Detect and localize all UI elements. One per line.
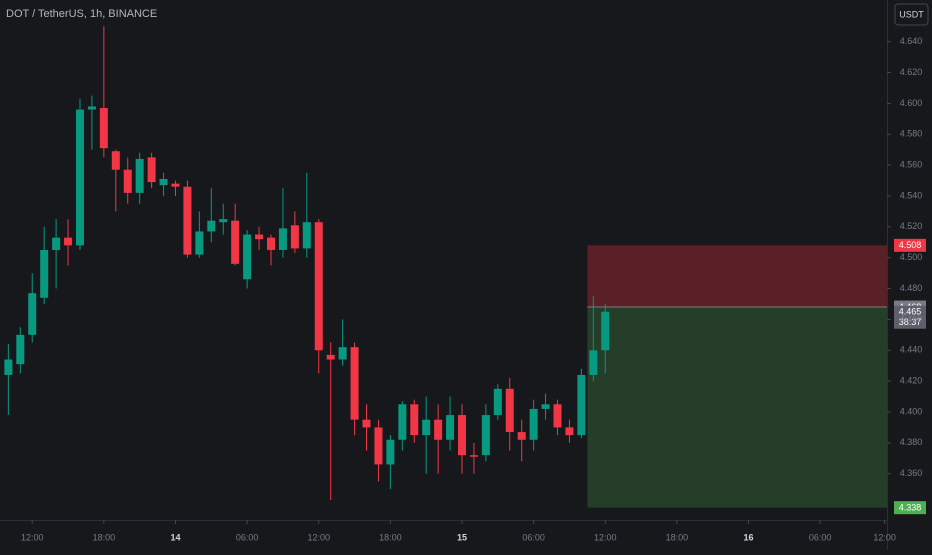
target-zone <box>587 307 887 508</box>
y-tick-label: 4.480 <box>900 283 923 293</box>
candle-body <box>458 415 467 456</box>
candle-body <box>481 415 490 456</box>
x-tick-label: 12:00 <box>873 532 896 542</box>
candle-body <box>99 108 108 149</box>
candle-body <box>469 455 478 457</box>
y-tick-label: 4.640 <box>900 36 923 46</box>
candle-body <box>28 293 37 335</box>
stop-zone <box>587 245 887 308</box>
candle-body <box>183 186 192 255</box>
x-tick-label: 12:00 <box>21 532 44 542</box>
candle-body <box>147 157 156 183</box>
y-tick-label: 4.520 <box>900 221 923 231</box>
candle-body <box>135 158 144 193</box>
candle-body <box>326 354 335 360</box>
candle-body <box>52 237 61 250</box>
symbol-title: DOT / TetherUS, 1h, BINANCE <box>6 8 157 20</box>
candle-body <box>243 234 252 280</box>
x-tick-label: 15 <box>457 532 467 542</box>
currency-button[interactable] <box>894 3 929 26</box>
candle-body <box>207 220 216 232</box>
x-tick-label: 14 <box>170 532 180 542</box>
x-tick-label: 18:00 <box>666 532 689 542</box>
candle-body <box>4 359 13 375</box>
candle-body <box>87 106 96 110</box>
currency-label[interactable]: USDT <box>899 9 924 19</box>
y-tick-label: 4.400 <box>900 406 923 416</box>
candle-body <box>422 419 431 436</box>
x-tick-label: 06:00 <box>236 532 259 542</box>
candle-body <box>290 225 299 249</box>
x-tick-label: 18:00 <box>379 532 402 542</box>
candle-body <box>410 404 419 436</box>
y-tick-label: 4.500 <box>900 252 923 262</box>
y-tick-label: 4.420 <box>900 376 923 386</box>
stop-price-tag: 4.508 <box>899 240 922 250</box>
candle-body <box>302 222 311 249</box>
candle-body <box>278 228 287 250</box>
candle-body <box>589 350 598 375</box>
last-price-box <box>894 305 926 329</box>
y-tick-label: 4.460 <box>900 314 923 324</box>
y-tick-label: 4.600 <box>900 98 923 108</box>
candle-body <box>195 231 204 255</box>
candle-body <box>40 249 49 298</box>
candle-body <box>75 109 84 246</box>
y-tick-label: 4.560 <box>900 159 923 169</box>
last-price-tag: 4.465 <box>899 307 922 317</box>
candle-body <box>219 219 228 223</box>
countdown: 38:37 <box>899 317 922 327</box>
y-tick-label: 4.580 <box>900 129 923 139</box>
candle-body <box>553 404 562 428</box>
candle-body <box>362 419 371 428</box>
target-price-tag: 4.338 <box>899 503 922 513</box>
candle-body <box>541 404 550 409</box>
x-tick-label: 12:00 <box>594 532 617 542</box>
y-tick-label: 4.440 <box>900 345 923 355</box>
candle-body <box>434 419 443 440</box>
y-tick-label: 4.360 <box>900 468 923 478</box>
target-price-tag-box <box>894 501 926 515</box>
candle-body <box>64 237 73 246</box>
candle-body <box>111 151 120 170</box>
x-tick-label: 16 <box>744 532 754 542</box>
stop-price-tag-box <box>894 238 926 252</box>
y-tick-label: 4.380 <box>900 437 923 447</box>
y-tick-label: 4.620 <box>900 67 923 77</box>
candle-body <box>266 237 275 250</box>
candle-body <box>505 388 514 433</box>
candle-body <box>601 311 610 351</box>
x-tick-label: 06:00 <box>522 532 545 542</box>
candle-body <box>231 220 240 264</box>
candle-body <box>314 222 323 351</box>
candle-body <box>350 347 359 420</box>
x-tick-label: 12:00 <box>307 532 330 542</box>
candle-body <box>338 347 347 360</box>
y-tick-label: 4.540 <box>900 190 923 200</box>
candle-body <box>446 415 455 440</box>
candle-body <box>386 439 395 465</box>
candle-body <box>374 427 383 465</box>
candle-body <box>123 169 132 193</box>
candle-body <box>529 408 538 440</box>
candle-body <box>577 374 586 436</box>
candle-body <box>398 404 407 440</box>
candle-body <box>255 234 264 240</box>
candle-body <box>16 334 25 365</box>
candle-body <box>171 183 180 187</box>
candle-body <box>493 388 502 416</box>
candle-body <box>565 427 574 436</box>
x-tick-label: 18:00 <box>93 532 116 542</box>
candle-body <box>159 178 168 186</box>
x-tick-label: 06:00 <box>809 532 832 542</box>
candle-body <box>517 432 526 440</box>
